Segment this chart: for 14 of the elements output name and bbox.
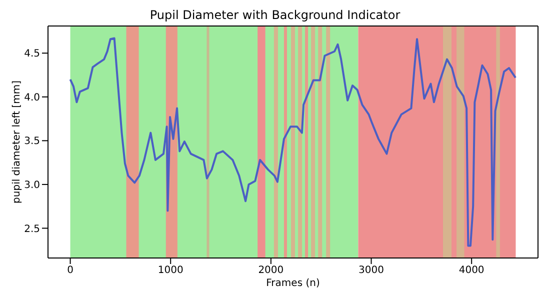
x-axis-title: Frames (n) <box>266 278 320 289</box>
y-tick-label: 3.5 <box>24 136 40 148</box>
line-series <box>69 37 517 247</box>
y-tick-label: 4.5 <box>24 48 40 60</box>
x-tick-label: 4000 <box>458 265 484 276</box>
x-tick-label: 2000 <box>258 265 284 276</box>
y-tick-label: 4.0 <box>24 92 40 104</box>
x-tick-label: 0 <box>67 265 74 276</box>
chart-title: Pupil Diameter with Background Indicator <box>148 8 402 22</box>
y-axis-title: pupil diameter left [mm] <box>12 80 23 204</box>
x-tick-label: 3000 <box>358 265 384 276</box>
x-tick-label: 1000 <box>158 265 184 276</box>
y-tick-label: 3.0 <box>24 180 40 192</box>
y-tick-label: 2.5 <box>24 224 40 235</box>
